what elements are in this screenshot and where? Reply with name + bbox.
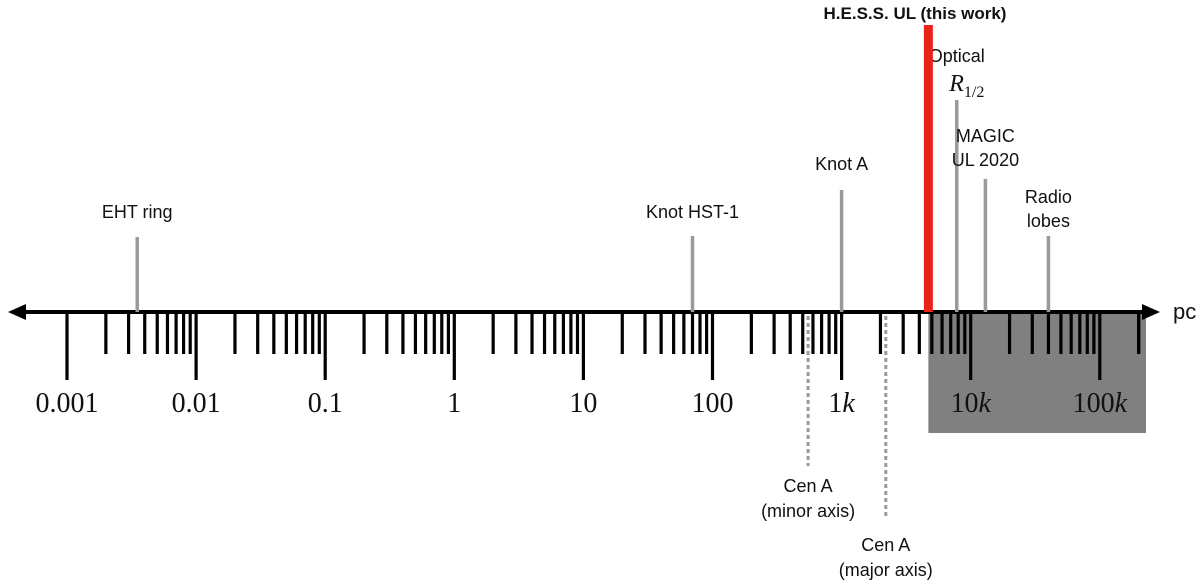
radio-lobes-label: lobes [1027, 211, 1070, 231]
radio-lobes-label: Radio [1025, 187, 1072, 207]
decade-label: 100 [692, 388, 734, 419]
markers: EHT ring Knot HST-1 Knot A Optical R1/2 MAGIC… [102, 46, 1072, 312]
decade-label-value: 0.001 [36, 388, 99, 419]
decade-label-value: 0.01 [172, 388, 221, 419]
decade-label-suffix: k [1115, 388, 1128, 419]
decade-label-value: 1 [447, 388, 461, 419]
optical-r-half-symbol: R1/2 [948, 71, 984, 101]
decade-label: 0.001 [36, 388, 99, 419]
decade-label-value: 10 [569, 388, 597, 419]
cen-a-major-label: Cen A [861, 535, 910, 555]
eht-ring-label: EHT ring [102, 202, 173, 222]
decade-label: 1k [828, 388, 855, 419]
decade-label: 0.01 [172, 388, 221, 419]
axis-unit-label: pc [1173, 299, 1196, 324]
cen-a-minor-label: (minor axis) [761, 501, 855, 521]
knot-a-label: Knot A [815, 154, 868, 174]
magic-ul-2020-label: MAGIC [956, 126, 1015, 146]
decade-label-suffix: k [842, 388, 855, 419]
hess-ul-label: H.E.S.S. UL (this work) [824, 4, 1007, 23]
axis-arrow-right [1142, 304, 1160, 320]
decade-label-value: 100 [1073, 388, 1115, 419]
hess-ul-bar [923, 25, 933, 312]
axis-ticks [65, 312, 1141, 380]
decade-label: 100k [1073, 388, 1128, 419]
decade-label-value: 100 [692, 388, 734, 419]
knot-hst-1-label: Knot HST-1 [646, 202, 739, 222]
decade-label: 10 [569, 388, 597, 419]
decade-label: 10k [950, 388, 991, 419]
cen-a-major-label: (major axis) [839, 560, 933, 580]
decade-label: 0.1 [308, 388, 343, 419]
decade-label-value: 10 [950, 388, 978, 419]
decade-label-suffix: k [978, 388, 991, 419]
below-markers: Cen A (minor axis) Cen A (major axis) [761, 316, 933, 580]
optical-r-half-label: Optical [929, 46, 985, 66]
decade-label: 1 [447, 388, 461, 419]
decade-label-value: 0.1 [308, 388, 343, 419]
decade-label-value: 1 [828, 388, 842, 419]
cen-a-minor-label: Cen A [784, 476, 833, 496]
decade-labels: 0.001 0.01 0.1 1 10 100 1k 10k 100k [36, 388, 1128, 419]
axis-arrow-left [8, 304, 26, 320]
symbol-subscript: 1/2 [964, 84, 984, 101]
magic-ul-2020-label: UL 2020 [952, 150, 1019, 170]
symbol-r: R [948, 71, 964, 97]
